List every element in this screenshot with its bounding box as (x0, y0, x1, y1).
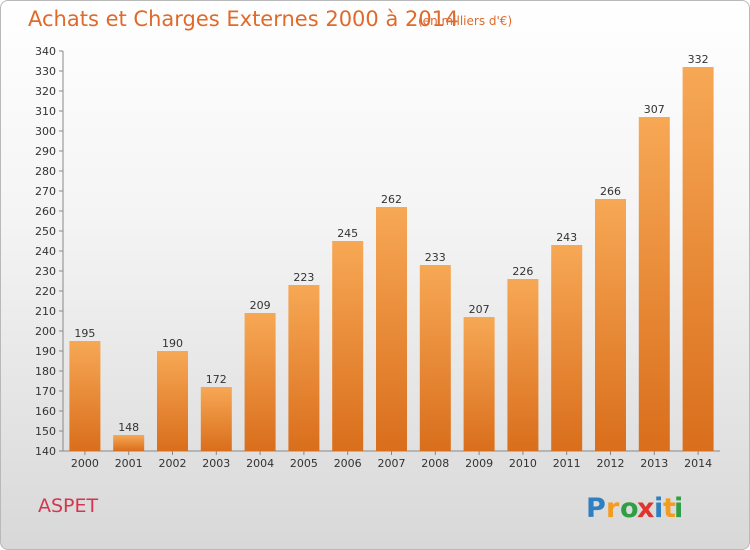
logo-letter: i (674, 493, 683, 523)
bar-value-label: 148 (118, 421, 139, 434)
logo-letter: o (620, 493, 639, 523)
y-tick-label: 160 (35, 405, 56, 418)
chart-subtitle: (en milliers d'€) (418, 14, 513, 28)
y-tick-label: 310 (35, 105, 56, 118)
bar (157, 351, 188, 451)
logo-letter: P (586, 493, 606, 523)
bar-value-label: 190 (162, 337, 183, 350)
y-tick-label: 140 (35, 445, 56, 458)
bar-value-label: 243 (556, 231, 577, 244)
bar (507, 279, 539, 451)
bar-value-label: 209 (250, 299, 271, 312)
bar (288, 285, 320, 451)
bar-value-label: 245 (337, 227, 358, 240)
y-tick-label: 340 (35, 45, 56, 58)
y-tick-label: 300 (35, 125, 56, 138)
bar-value-label: 172 (206, 373, 227, 386)
bar-value-label: 262 (381, 193, 402, 206)
x-tick-label: 2003 (202, 457, 230, 470)
y-tick-label: 170 (35, 385, 56, 398)
x-tick-label: 2013 (640, 457, 668, 470)
x-tick-label: 2009 (465, 457, 493, 470)
y-tick-label: 210 (35, 305, 56, 318)
bar (638, 117, 670, 451)
y-tick-label: 230 (35, 265, 56, 278)
y-tick-label: 240 (35, 245, 56, 258)
x-tick-label: 2007 (378, 457, 406, 470)
x-tick-label: 2005 (290, 457, 318, 470)
x-tick-label: 2014 (684, 457, 712, 470)
y-tick-label: 220 (35, 285, 56, 298)
x-tick-label: 2006 (334, 457, 362, 470)
y-tick-label: 260 (35, 205, 56, 218)
logo-letter: t (663, 493, 676, 523)
y-tick-label: 280 (35, 165, 56, 178)
y-tick-label: 330 (35, 65, 56, 78)
bar (69, 341, 101, 451)
bar-value-label: 307 (644, 103, 665, 116)
logo-letter: r (606, 493, 620, 523)
logo-letter: i (654, 493, 663, 523)
y-tick-label: 320 (35, 85, 56, 98)
chart-title: Achats et Charges Externes 2000 à 2014 (28, 7, 459, 31)
y-tick-label: 250 (35, 225, 56, 238)
bar-value-label: 195 (74, 327, 95, 340)
bar-value-label: 207 (469, 303, 490, 316)
y-tick-label: 200 (35, 325, 56, 338)
bar (200, 387, 232, 451)
bar (244, 313, 276, 451)
bar (419, 265, 451, 451)
x-tick-label: 2004 (246, 457, 274, 470)
y-tick-label: 150 (35, 425, 56, 438)
bar (332, 241, 364, 451)
x-tick-label: 2012 (597, 457, 625, 470)
bar (682, 67, 714, 451)
x-tick-label: 2010 (509, 457, 537, 470)
y-tick-label: 190 (35, 345, 56, 358)
bar-value-label: 233 (425, 251, 446, 264)
bar-value-label: 266 (600, 185, 621, 198)
bar (551, 245, 583, 451)
x-tick-label: 2001 (115, 457, 143, 470)
x-tick-label: 2002 (159, 457, 187, 470)
logo-letter: x (637, 493, 654, 523)
bar (113, 435, 145, 451)
bar (376, 207, 407, 451)
y-tick-label: 270 (35, 185, 56, 198)
bar-value-label: 226 (512, 265, 533, 278)
y-tick-label: 180 (35, 365, 56, 378)
bar (463, 317, 495, 451)
commune-name: ASPET (38, 495, 99, 517)
bar-value-label: 223 (293, 271, 314, 284)
x-tick-label: 2008 (421, 457, 449, 470)
y-tick-label: 290 (35, 145, 56, 158)
x-tick-label: 2000 (71, 457, 99, 470)
bar-value-label: 332 (688, 53, 709, 66)
bar (595, 199, 626, 451)
x-tick-label: 2011 (553, 457, 581, 470)
